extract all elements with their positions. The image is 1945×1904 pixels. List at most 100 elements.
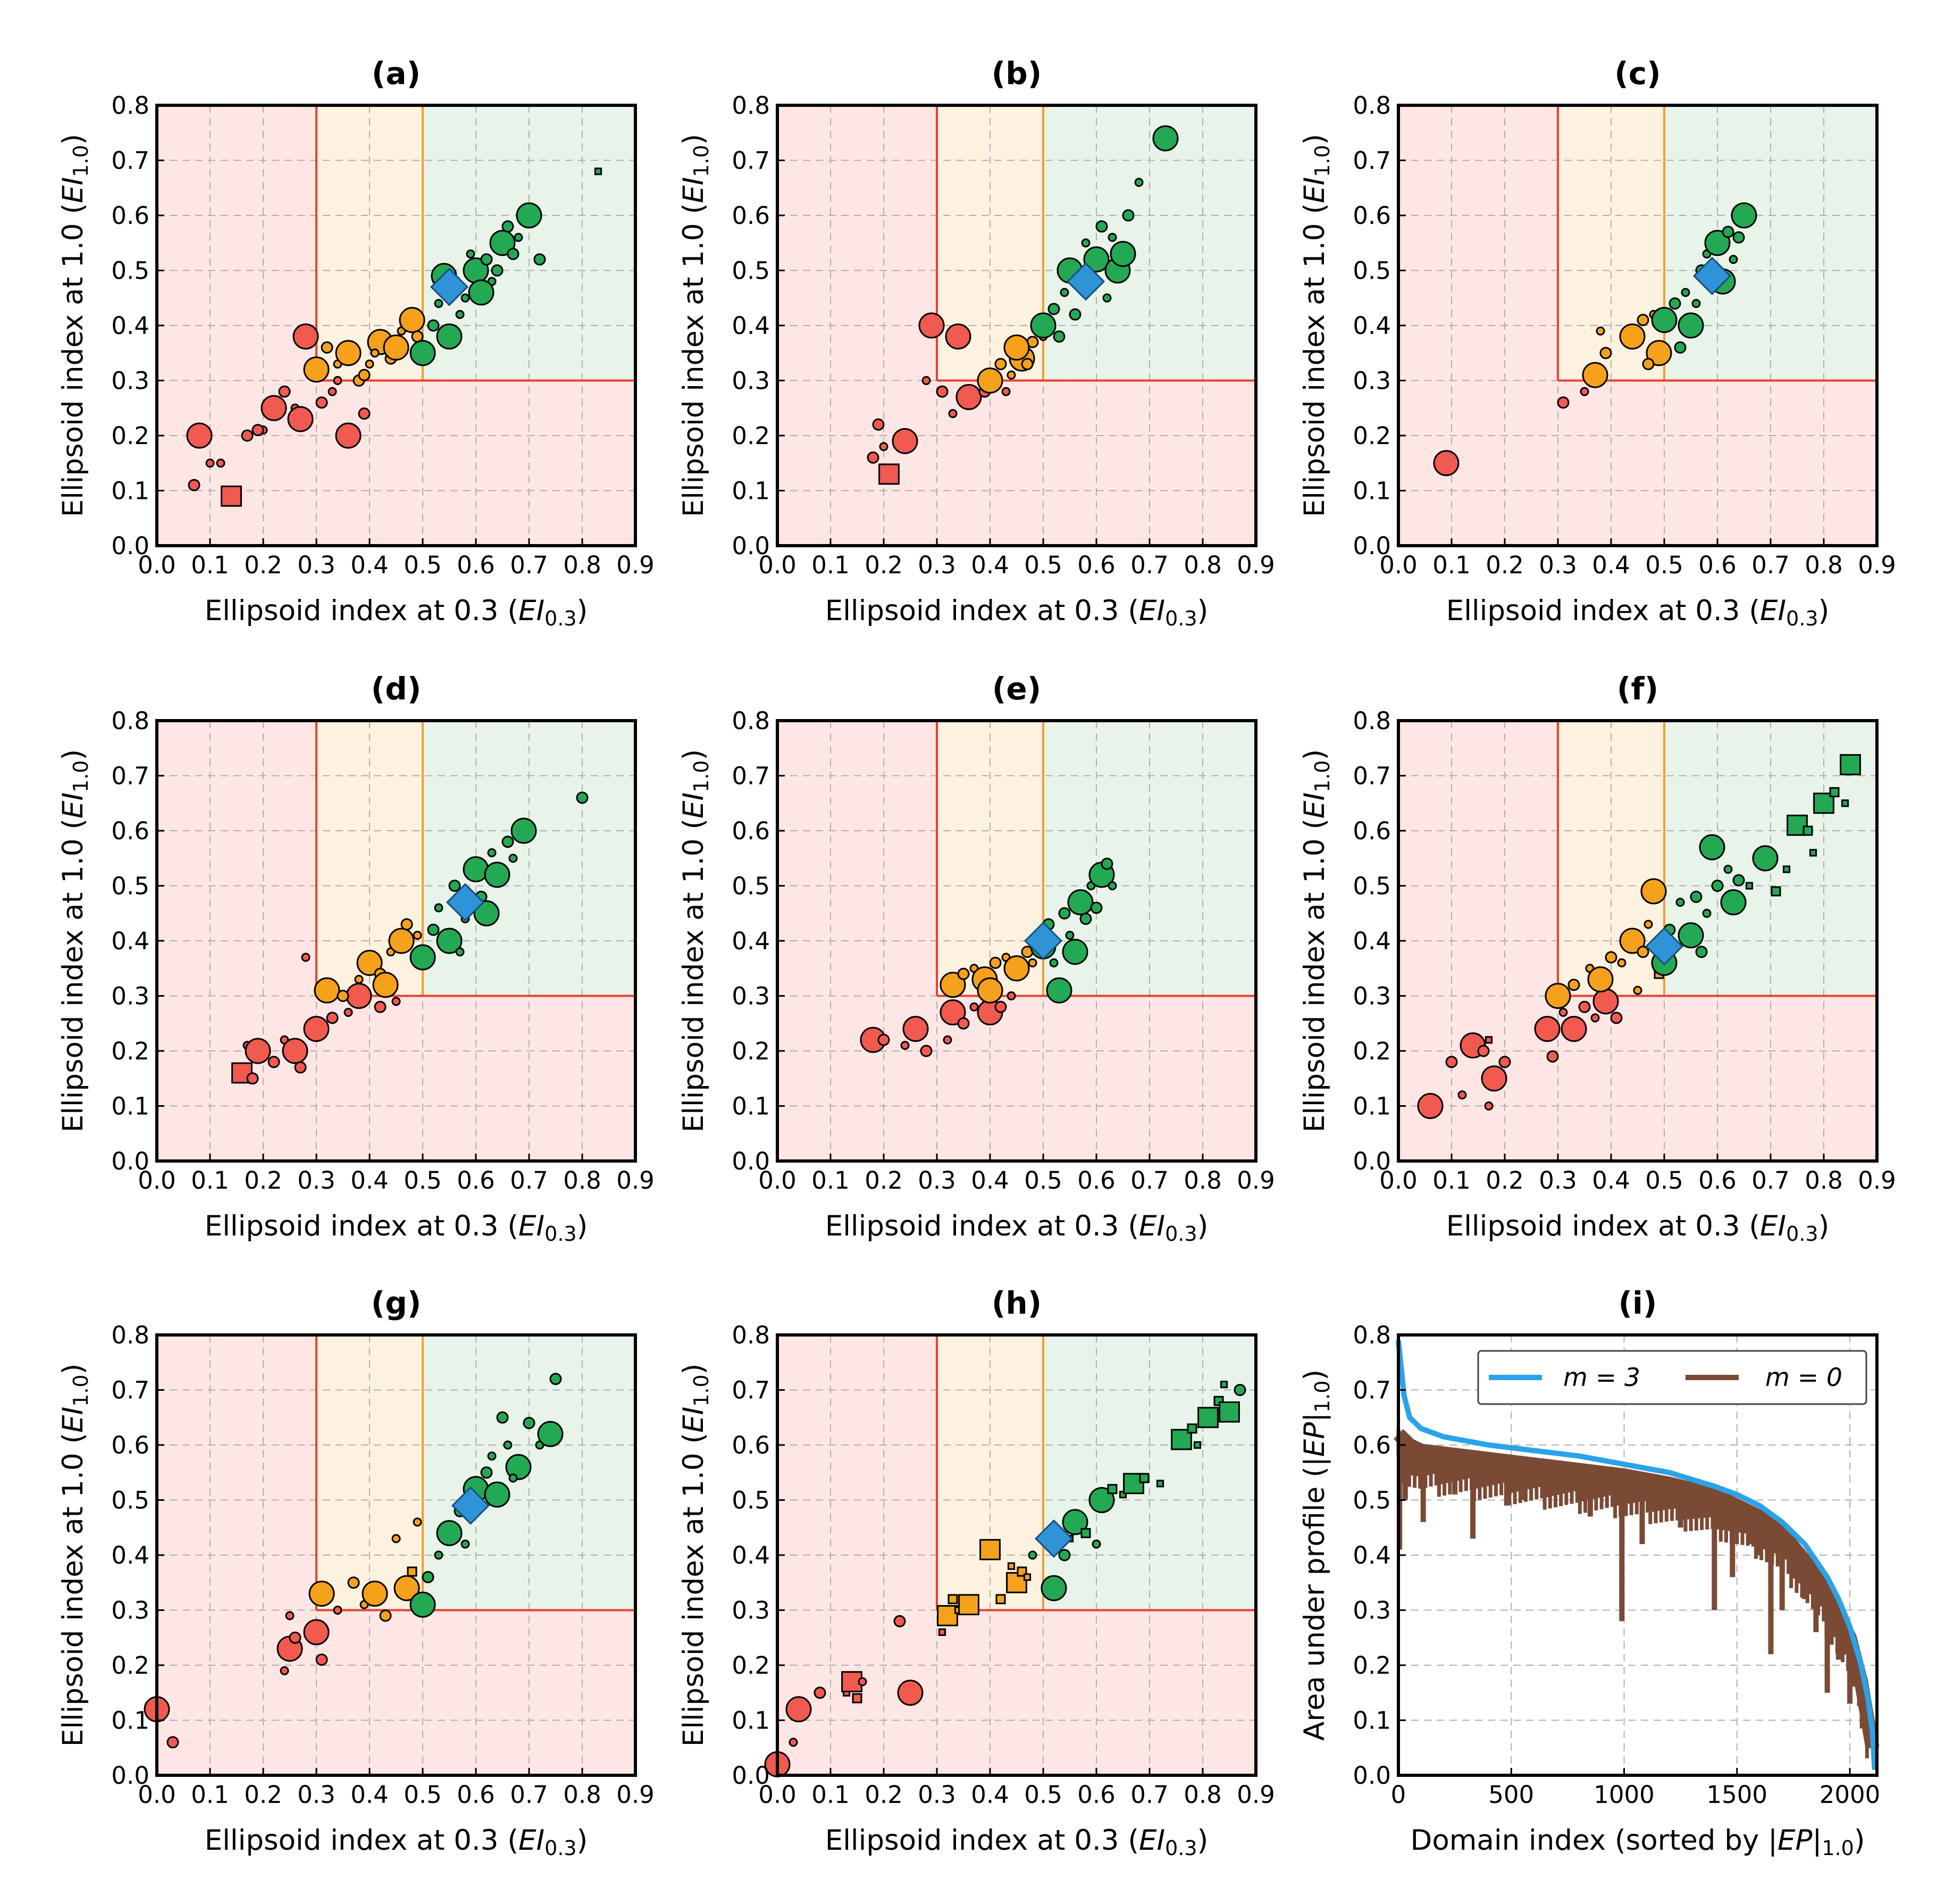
red-point (335, 422, 362, 449)
green-point (1722, 226, 1734, 238)
y-axis-label: Ellipsoid index at 1.0 (EI1.0) (57, 749, 93, 1133)
green-zone (1043, 105, 1256, 381)
y-tick-label: 0.0 (1353, 532, 1391, 560)
orange-point (1640, 878, 1667, 905)
orange-point (1637, 314, 1649, 327)
mean-diamond (430, 268, 469, 306)
x-tick-label: 500 (1488, 1781, 1534, 1809)
x-tick-label: 0.6 (1698, 551, 1737, 579)
green-point (1067, 889, 1094, 916)
orange-point (989, 956, 1002, 969)
red-point (940, 999, 966, 1026)
red-point (936, 385, 949, 398)
x-tick-label: 0.5 (404, 1166, 442, 1195)
green-point (501, 220, 514, 233)
green-point (1702, 908, 1712, 918)
green-point (484, 1481, 510, 1508)
red-point (292, 323, 319, 350)
red-point (955, 384, 982, 411)
x-axis-label: Ellipsoid index at 0.3 (EI0.3) (825, 1824, 1209, 1860)
red-point (1481, 1065, 1507, 1092)
red-point (326, 1012, 339, 1024)
x-tick-label: 0.2 (244, 1781, 282, 1809)
y-axis-label: Ellipsoid index at 1.0 (EI1.0) (677, 1364, 713, 1747)
x-tick-label: 0.0 (758, 1166, 797, 1195)
panel-title: (c) (1614, 55, 1661, 91)
green-square-point (1840, 754, 1861, 775)
x-tick-label: 0.9 (616, 1166, 655, 1195)
panel-b: 0.0 0.1 0.2 0.3 0.4 0.5 0.6 0.7 0.8 0.9 0.0 0.1 0.2 0… (677, 55, 1275, 630)
green-point (507, 247, 519, 260)
orange-point (1587, 966, 1614, 992)
red-point (245, 1038, 271, 1064)
red-point (315, 1654, 328, 1666)
orange-point (400, 918, 413, 931)
x-tick-label: 0.5 (1024, 551, 1062, 579)
x-tick-label: 0.1 (811, 551, 850, 579)
green-point (1699, 834, 1725, 861)
orange-point (372, 972, 399, 998)
y-tick-label: 0.3 (111, 367, 149, 395)
panel-h: 0.0 0.1 0.2 0.3 0.4 0.5 0.6 0.7 0.8 0.9 0.0 0.1 0.2 0… (677, 1285, 1275, 1860)
green-point (1095, 220, 1108, 233)
green-point (491, 264, 504, 277)
y-tick-label: 0.8 (732, 1321, 770, 1349)
orange-zone (316, 1335, 423, 1610)
y-tick-label: 0.5 (1353, 257, 1391, 285)
orange-square-point (1023, 1573, 1032, 1581)
green-point (468, 279, 494, 306)
red-point (900, 1041, 910, 1050)
green-point (480, 253, 493, 266)
x-tick-label: 0.1 (1432, 551, 1471, 579)
mean-diamond (451, 1486, 490, 1525)
orange-point (1582, 362, 1608, 388)
y-axis-label: Ellipsoid index at 1.0 (EI1.0) (57, 134, 93, 517)
green-point (489, 230, 516, 256)
green-point (523, 1417, 535, 1430)
x-axis-label: Ellipsoid index at 0.3 (EI0.3) (1446, 1210, 1830, 1246)
x-tick-label: 0.0 (138, 551, 176, 579)
y-tick-label: 0.5 (732, 257, 770, 285)
x-tick-label: 0.3 (297, 1781, 336, 1809)
y-tick-label: 0.3 (111, 1597, 149, 1625)
x-tick-label: 0.2 (865, 1166, 903, 1195)
red-point (814, 1686, 826, 1699)
green-point (1058, 1549, 1071, 1561)
red-point (346, 983, 372, 1009)
red-point (1592, 988, 1619, 1015)
red-point (902, 1016, 929, 1042)
y-tick-label: 0.4 (1353, 927, 1391, 955)
x-tick-label: 0.8 (1184, 1166, 1222, 1195)
mean-diamond (1645, 927, 1684, 966)
green-point (1092, 1539, 1101, 1549)
green-point (576, 791, 589, 804)
mean-diamond (1692, 256, 1732, 295)
mean-diamond (446, 883, 485, 922)
x-tick-label: 0.0 (138, 1166, 176, 1195)
red-point (1477, 1045, 1490, 1057)
y-tick-label: 0.6 (732, 202, 770, 230)
x-tick-label: 0.0 (758, 1781, 797, 1809)
green-point (1049, 958, 1059, 967)
y-tick-label: 0.7 (1353, 762, 1391, 790)
y-tick-label: 0.2 (1353, 422, 1391, 450)
y-tick-label: 0.6 (111, 202, 149, 230)
orange-point (1605, 951, 1617, 964)
x-tick-label: 0.1 (811, 1166, 850, 1195)
panel-c: 0.0 0.1 0.2 0.3 0.4 0.5 0.6 0.7 0.8 0.9 0.0 0.1 0.2 0… (1298, 55, 1896, 630)
x-tick-label: 0.6 (1698, 1166, 1737, 1195)
green-point (487, 1451, 497, 1461)
green-square-point (1156, 1480, 1164, 1488)
x-tick-label: 0.2 (865, 551, 903, 579)
y-axis-label: Ellipsoid index at 1.0 (EI1.0) (1298, 134, 1334, 517)
green-point (448, 880, 461, 892)
green-point (422, 1571, 434, 1583)
y-tick-label: 0.5 (1353, 872, 1391, 900)
green-point (1711, 880, 1724, 892)
green-point (1110, 240, 1136, 267)
x-tick-label: 0.8 (563, 1166, 601, 1195)
panel-a: 0.0 0.1 0.2 0.3 0.4 0.5 0.6 0.7 0.8 0.9 0.0 0.1 0.2 0… (57, 55, 655, 630)
orange-square-point (1007, 1562, 1016, 1570)
x-tick-label: 0.3 (918, 551, 956, 579)
red-point (241, 429, 254, 442)
